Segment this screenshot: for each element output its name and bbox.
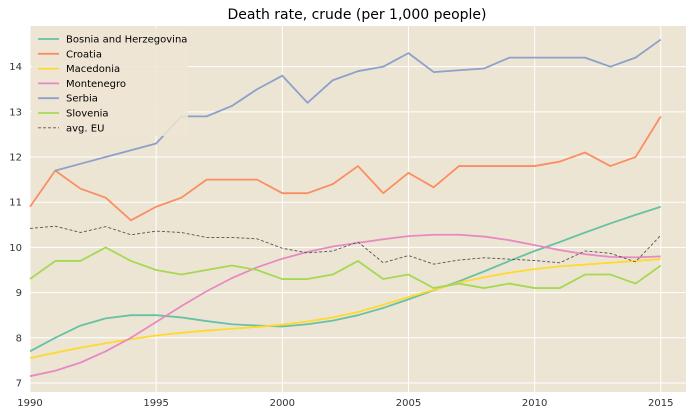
legend: Bosnia and Herzegovina Croatia Macedonia Mo… bbox=[32, 28, 188, 136]
series-line-slovenia bbox=[29, 246, 662, 289]
y-tick-label: 12 bbox=[9, 153, 22, 164]
legend-label: Bosnia and Herzegovina bbox=[66, 35, 187, 46]
series-line-croatia bbox=[29, 115, 662, 222]
legend-box bbox=[32, 28, 188, 136]
y-tick-label: 14 bbox=[9, 62, 22, 73]
legend-label: Montenegro bbox=[66, 79, 126, 90]
series-line-macedonia bbox=[29, 258, 661, 359]
x-tick-label: 2000 bbox=[270, 398, 295, 409]
legend-label: Serbia bbox=[66, 94, 98, 105]
y-tick-label: 11 bbox=[9, 198, 22, 209]
series-lines bbox=[29, 38, 662, 378]
legend-label: Croatia bbox=[66, 49, 102, 60]
chart-title: Death rate, crude (per 1,000 people) bbox=[227, 7, 486, 23]
x-tick-label: 2010 bbox=[522, 398, 547, 409]
x-tick-label: 1990 bbox=[17, 398, 42, 409]
legend-label: Slovenia bbox=[66, 109, 109, 120]
series-line-serbia bbox=[54, 38, 662, 172]
x-axis: 1990 1995 2000 2005 2010 2015 bbox=[17, 398, 673, 409]
legend-label: Macedonia bbox=[66, 64, 120, 75]
x-tick-label: 2005 bbox=[396, 398, 421, 409]
legend-label: avg. EU bbox=[66, 123, 104, 134]
series-line-bosnia-and-herzegovina bbox=[29, 205, 662, 353]
y-tick-label: 10 bbox=[9, 243, 22, 254]
x-tick-label: 1995 bbox=[143, 398, 168, 409]
y-tick-label: 13 bbox=[9, 107, 22, 118]
y-axis: 7 8 9 10 11 12 13 14 bbox=[9, 62, 22, 389]
y-tick-label: 9 bbox=[16, 288, 22, 299]
y-tick-label: 8 bbox=[16, 333, 22, 344]
series-line-avg-eu bbox=[29, 225, 662, 265]
y-tick-label: 7 bbox=[16, 378, 22, 389]
x-tick-label: 2015 bbox=[648, 398, 673, 409]
series-line-montenegro bbox=[29, 233, 661, 378]
